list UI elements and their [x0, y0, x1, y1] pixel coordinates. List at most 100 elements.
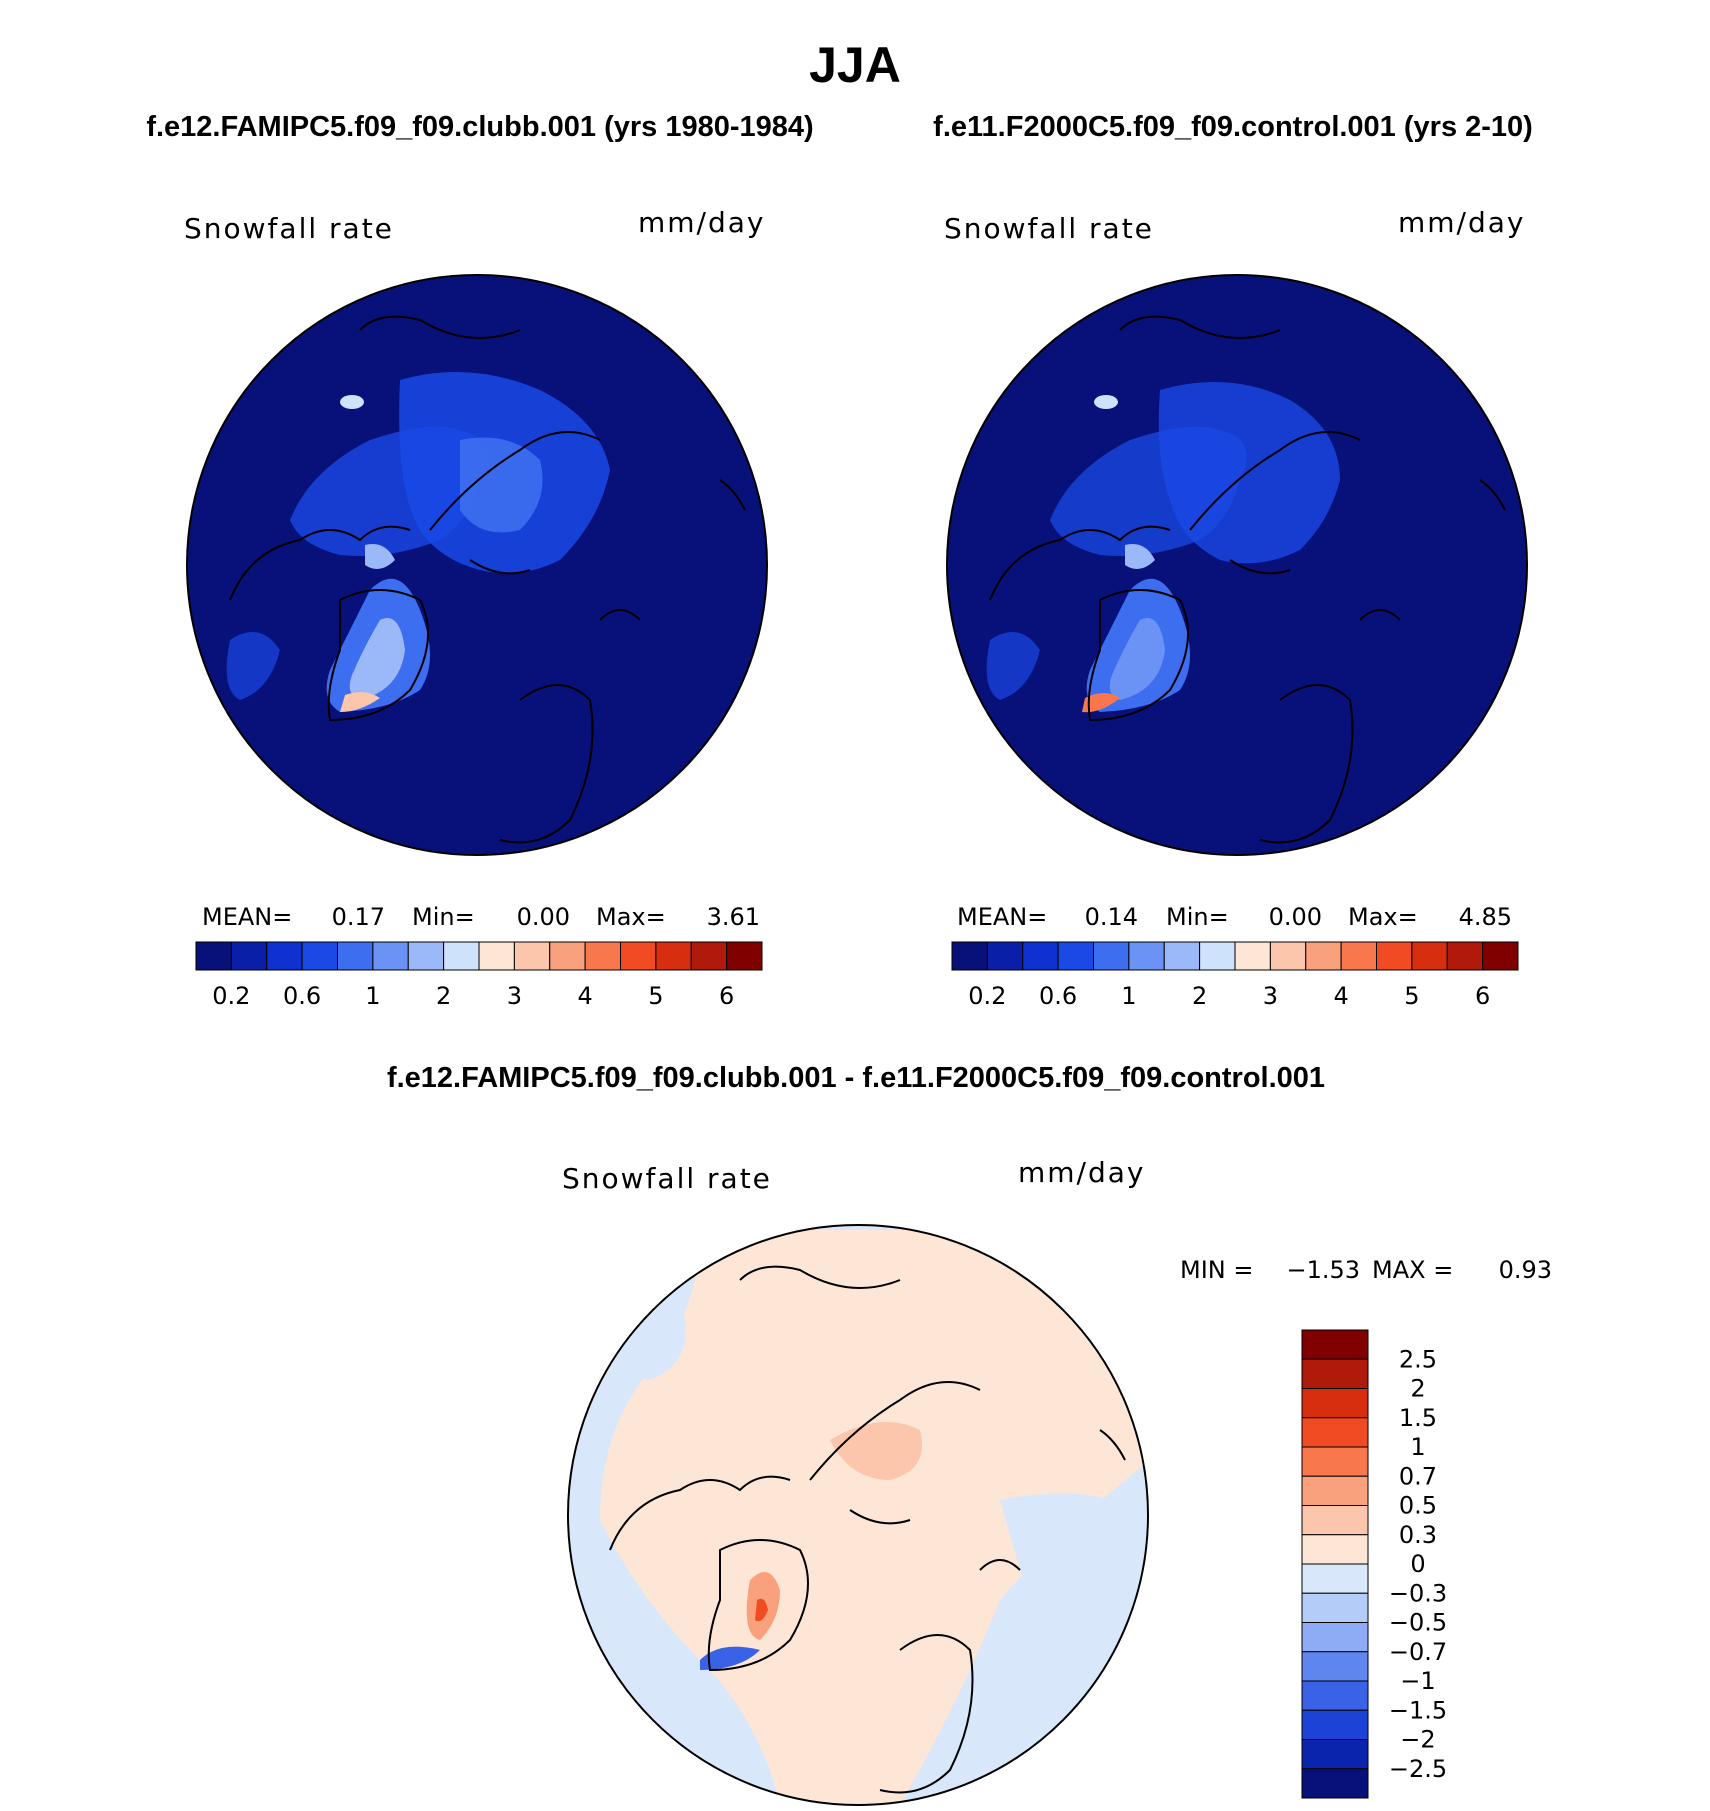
right-max-label: Max= [1348, 903, 1418, 931]
colorbar-swatch [478, 941, 515, 971]
diff-units-label: mm/day [1018, 1156, 1146, 1189]
colorbar-swatch [584, 941, 621, 971]
colorbar-tick-label: 2 [1192, 982, 1207, 1010]
colorbar-swatch [1301, 1329, 1369, 1360]
colorbar-swatch [195, 941, 232, 971]
left-units-label: mm/day [638, 206, 766, 239]
colorbar-tick-label: 4 [1333, 982, 1348, 1010]
colorbar-tick-label: −2.5 [1389, 1755, 1447, 1783]
colorbar-swatch [407, 941, 445, 971]
main-title: JJA [809, 37, 901, 93]
diff-min-value: −1.53 [1286, 1256, 1360, 1284]
colorbar-tick-label: 0.6 [283, 982, 321, 1010]
left-min-label: Min= [412, 903, 475, 931]
colorbar-swatch [1301, 1592, 1369, 1623]
colorbar-swatch [1301, 1505, 1369, 1536]
right-min-value: 0.00 [1269, 903, 1322, 931]
colorbar-swatch [951, 941, 988, 971]
colorbar-swatch [230, 941, 268, 971]
colorbar-swatch [1301, 1622, 1369, 1653]
right-stats: MEAN= 0.14 Min= 0.00 Max= 4.85 [957, 903, 1512, 931]
colorbar-swatch [1057, 941, 1094, 971]
colorbar-swatch [1301, 1417, 1369, 1448]
colorbar-swatch [337, 941, 374, 971]
colorbar-swatch [1301, 1446, 1369, 1477]
right-panel-title: f.e11.F2000C5.f09_f09.control.001 (yrs 2… [933, 111, 1533, 143]
colorbar-swatch [1022, 941, 1059, 971]
colorbar-swatch [1234, 941, 1271, 971]
colorbar-swatch [726, 941, 763, 971]
colorbar-tick-label: −1.5 [1389, 1696, 1447, 1724]
colorbar-swatch [1269, 941, 1307, 971]
diff-min-label: MIN = [1180, 1256, 1253, 1284]
colorbar-swatch [655, 941, 692, 971]
right-mean-value: 0.14 [1085, 903, 1138, 931]
colorbar-swatch [1301, 1475, 1369, 1506]
colorbar-tick-label: 0.7 [1399, 1462, 1437, 1490]
colorbar-tick-label: 4 [577, 982, 592, 1010]
right-map-panel: Snowfall rate mm/day [944, 206, 1528, 1010]
diff-polar-map [567, 1224, 1149, 1806]
colorbar-tick-label: 2 [436, 982, 451, 1010]
right-max-value: 4.85 [1459, 903, 1512, 931]
colorbar-tick-label: 1 [365, 982, 380, 1010]
diff-panel-title: f.e12.FAMIPC5.f09_f09.clubb.001 - f.e11.… [387, 1062, 1325, 1094]
colorbar-tick-label: 6 [719, 982, 734, 1010]
left-polar-map [186, 274, 768, 856]
colorbar-tick-label: 3 [1263, 982, 1278, 1010]
colorbar-swatch [1305, 941, 1342, 971]
colorbar-tick-label: −1 [1400, 1667, 1435, 1695]
colorbar-swatch [1411, 941, 1448, 971]
diff-stats: MIN = −1.53 MAX = 0.93 [1180, 1256, 1552, 1284]
diff-colorbar: 2.521.510.70.50.30−0.3−0.5−0.7−1−1.5−2−2… [1301, 1329, 1447, 1799]
colorbar-tick-label: 1 [1121, 982, 1136, 1010]
colorbar-swatch [1093, 941, 1130, 971]
colorbar-tick-label: 2.5 [1399, 1345, 1437, 1373]
colorbar-tick-label: 0.3 [1399, 1521, 1437, 1549]
left-min-value: 0.00 [517, 903, 570, 931]
colorbar-swatch [1301, 1739, 1369, 1770]
colorbar-tick-label: 0.2 [968, 982, 1006, 1010]
colorbar-swatch [301, 941, 338, 971]
colorbar-tick-label: 2 [1410, 1375, 1425, 1403]
colorbar-swatch [1301, 1563, 1369, 1594]
left-panel-title: f.e12.FAMIPC5.f09_f09.clubb.001 (yrs 198… [146, 111, 813, 143]
colorbar-tick-label: 0.5 [1399, 1492, 1437, 1520]
diff-variable-label: Snowfall rate [562, 1162, 772, 1195]
right-min-label: Min= [1166, 903, 1229, 931]
colorbar-tick-label: 6 [1475, 982, 1490, 1010]
left-colorbar: 0.2 0.6 1 2 3 4 5 6 [195, 941, 763, 1010]
colorbar-tick-label: 3 [507, 982, 522, 1010]
colorbar-swatch [266, 941, 303, 971]
colorbar-swatch [1199, 941, 1236, 971]
colorbar-swatch [372, 941, 409, 971]
colorbar-swatch [443, 941, 480, 971]
colorbar-swatch [1301, 1388, 1369, 1419]
diff-max-label: MAX = [1372, 1256, 1453, 1284]
colorbar-tick-label: −0.3 [1389, 1579, 1447, 1607]
left-mean-value: 0.17 [332, 903, 385, 931]
colorbar-swatch [549, 941, 586, 971]
colorbar-swatch [1128, 941, 1165, 971]
colorbar-swatch [1482, 941, 1519, 971]
diff-map-panel: Snowfall rate mm/day [562, 1156, 1552, 1806]
colorbar-swatch [1163, 941, 1201, 971]
colorbar-tick-label: 0.2 [212, 982, 250, 1010]
colorbar-swatch [986, 941, 1024, 971]
colorbar-tick-label: 5 [648, 982, 663, 1010]
left-mean-label: MEAN= [202, 903, 292, 931]
colorbar-swatch [1301, 1768, 1369, 1799]
left-stats: MEAN= 0.17 Min= 0.00 Max= 3.61 [202, 903, 760, 931]
colorbar-swatch [1446, 941, 1484, 971]
right-mean-label: MEAN= [957, 903, 1047, 931]
right-units-label: mm/day [1398, 206, 1526, 239]
colorbar-swatch [620, 941, 657, 971]
left-max-label: Max= [596, 903, 666, 931]
colorbar-tick-label: −2 [1400, 1726, 1435, 1754]
left-max-value: 3.61 [707, 903, 760, 931]
colorbar-swatch [1301, 1651, 1369, 1682]
right-variable-label: Snowfall rate [944, 212, 1154, 245]
colorbar-tick-label: 1.5 [1399, 1404, 1437, 1432]
left-variable-label: Snowfall rate [184, 212, 394, 245]
